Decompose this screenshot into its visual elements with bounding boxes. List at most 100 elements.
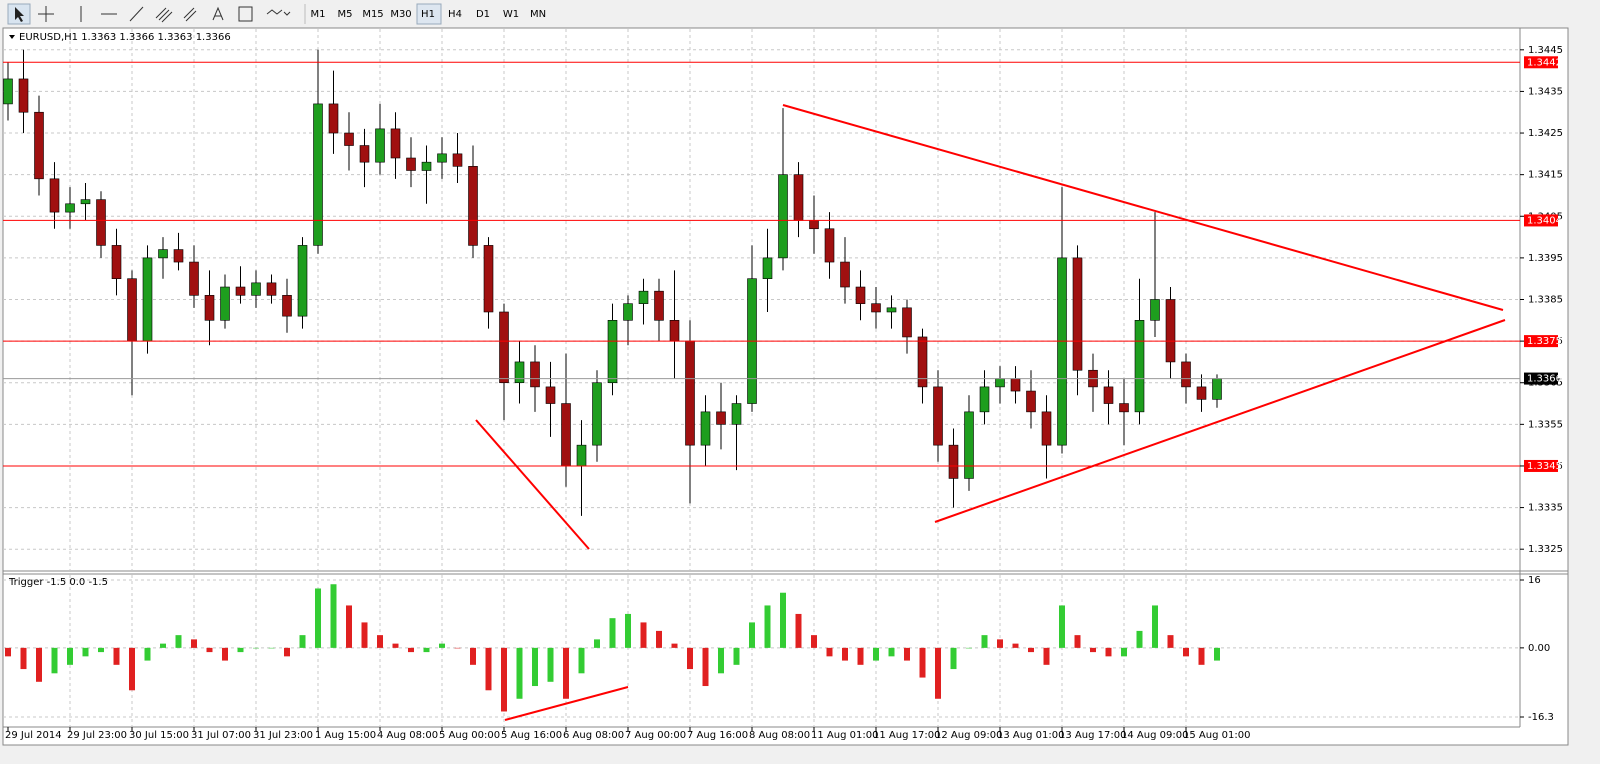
- candle-body: [111, 245, 122, 279]
- timeframe-button[interactable]: M5: [338, 9, 353, 20]
- candle-body: [778, 174, 788, 259]
- candle-body: [437, 153, 447, 163]
- candle-body: [731, 403, 742, 425]
- trend-line[interactable]: [934, 319, 1506, 523]
- histogram-bar: [82, 647, 89, 657]
- level-label-bg: [1524, 56, 1558, 69]
- histogram-bar: [1105, 647, 1112, 657]
- timeframe-button[interactable]: H4: [448, 9, 462, 20]
- timeframe-button[interactable]: MN: [530, 9, 546, 20]
- histogram-bar: [144, 647, 151, 661]
- timeframe-button[interactable]: M1: [311, 9, 326, 20]
- fibo-tool[interactable]: [183, 7, 197, 22]
- histogram-bar: [470, 647, 476, 665]
- candle-body: [297, 245, 308, 317]
- timeframe-button[interactable]: H1: [421, 9, 435, 20]
- histogram-bar: [1012, 643, 1019, 648]
- histogram-bar: [609, 618, 616, 648]
- level-label-bg: [1524, 335, 1558, 348]
- trend-line[interactable]: [504, 686, 629, 721]
- candle-body: [809, 220, 819, 230]
- candle-body: [669, 320, 680, 342]
- histogram-bar: [888, 647, 895, 657]
- grid: 1.34451.34351.34251.34151.34051.33951.33…: [3, 29, 1563, 741]
- candle-body: [824, 228, 835, 263]
- candle-body: [499, 311, 509, 384]
- histogram-bar: [20, 647, 27, 670]
- timeframe-button[interactable]: M30: [390, 9, 411, 20]
- histogram-bar: [98, 647, 104, 653]
- histogram-bar: [67, 647, 73, 665]
- candle-body: [65, 203, 75, 213]
- candle-body: [266, 282, 277, 296]
- indicator-title: Trigger -1.5 0.0 -1.5: [8, 577, 108, 588]
- histogram-bar: [578, 647, 585, 674]
- channel-tool[interactable]: [155, 7, 173, 23]
- x-tick-label: 29 Jul 2014: [5, 730, 62, 741]
- timeframe-button[interactable]: D1: [476, 9, 490, 20]
- histogram-bar: [5, 647, 11, 657]
- y-tick-label: 1.3355: [1528, 419, 1563, 430]
- histogram-bar: [687, 647, 693, 670]
- trendline-tool[interactable]: [129, 6, 144, 22]
- candle-body: [173, 249, 184, 263]
- candle-body: [142, 257, 153, 342]
- histogram-bar: [594, 639, 600, 648]
- histogram-bar: [997, 639, 1003, 648]
- active-timeframe: [416, 3, 442, 25]
- candle-body: [1057, 257, 1067, 446]
- trend-line[interactable]: [475, 419, 590, 550]
- candle-body: [1041, 411, 1052, 446]
- x-tick-label: 30 Jul 15:00: [129, 730, 189, 741]
- drawings: [475, 104, 1506, 721]
- trend-line[interactable]: [782, 104, 1504, 311]
- candle-body: [251, 282, 261, 296]
- histogram-bar: [563, 647, 569, 699]
- candle-body: [80, 199, 91, 205]
- level-label: 1.3442: [1527, 57, 1562, 68]
- candle-body: [607, 320, 618, 384]
- histogram-bar: [501, 647, 507, 712]
- level-label-bg: [1524, 459, 1558, 472]
- candle-body: [468, 166, 478, 246]
- histogram-bar: [904, 647, 910, 661]
- candle-body: [189, 261, 199, 296]
- candle-body: [685, 340, 695, 446]
- histogram-bar: [1090, 647, 1096, 653]
- label-tool[interactable]: [238, 6, 253, 22]
- x-tick-label: 8 Aug 08:00: [749, 730, 810, 741]
- histogram-bar: [1183, 647, 1189, 657]
- timeframe-button[interactable]: W1: [503, 9, 519, 20]
- candle-body: [1165, 299, 1176, 363]
- histogram-bar: [346, 605, 352, 648]
- level-label: 1.3404: [1527, 215, 1562, 226]
- histogram-bar: [749, 622, 755, 648]
- collapse-arrow[interactable]: [9, 35, 15, 39]
- crosshair-tool[interactable]: [38, 6, 54, 22]
- text-tool[interactable]: [212, 6, 224, 21]
- candle-body: [1212, 378, 1222, 400]
- histogram-bar: [206, 647, 213, 653]
- y-tick-label: 1.3425: [1528, 128, 1563, 139]
- y-tick-label: 1.3445: [1528, 45, 1563, 56]
- candle-body: [1119, 403, 1129, 413]
- candle-body: [623, 303, 633, 321]
- level-label: 1.3345: [1527, 461, 1562, 472]
- arrows-tool[interactable]: [266, 9, 291, 16]
- candle-body: [902, 307, 912, 338]
- candle-body: [545, 386, 556, 404]
- x-tick-label: 5 Aug 00:00: [439, 730, 500, 741]
- candle-body: [530, 361, 540, 388]
- y-tick-label: -16.3: [1528, 712, 1554, 723]
- y-tick-label: 1.3385: [1528, 295, 1563, 306]
- histogram-bar: [439, 643, 445, 648]
- candle-body: [483, 245, 494, 313]
- timeframe-button[interactable]: M15: [362, 9, 383, 20]
- y-tick-label: 16: [1528, 575, 1541, 586]
- candle-body: [34, 111, 44, 180]
- histogram-bar: [361, 622, 368, 648]
- candle-body: [700, 411, 711, 446]
- candle-body: [855, 286, 866, 304]
- candle-body: [592, 382, 602, 446]
